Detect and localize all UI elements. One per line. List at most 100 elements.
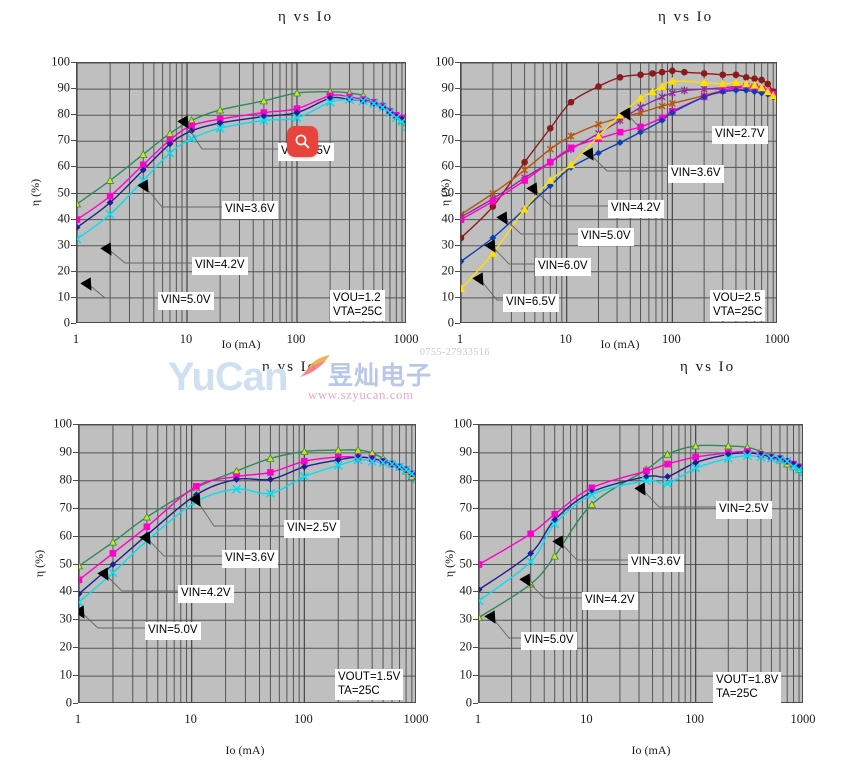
y-tick-label: 20 <box>441 263 455 278</box>
conditions-box: VOU=1.2 VTA=25C <box>330 290 386 321</box>
x-tick-label: 1 <box>72 332 80 346</box>
y-tick-mark <box>455 244 460 246</box>
y-tick-mark <box>73 703 78 704</box>
callout-leader <box>80 277 159 299</box>
plot-canvas <box>79 425 415 702</box>
series-callout: VIN=4.2V <box>178 585 234 603</box>
y-tick-label: 70 <box>57 132 71 147</box>
y-tick-label: 50 <box>459 556 473 570</box>
y-tick-label: 10 <box>459 667 473 682</box>
y-tick-label: 40 <box>441 211 455 226</box>
callout-leader <box>526 182 609 207</box>
y-tick-mark <box>71 323 76 324</box>
callout-leader <box>484 239 536 265</box>
y-tick-mark <box>71 270 76 272</box>
conditions-box: VOU=2.5 VTA=25C <box>710 290 766 321</box>
y-tick-label: 50 <box>59 556 73 570</box>
callout-leader <box>97 567 179 592</box>
y-tick-mark <box>73 675 78 677</box>
chart-title: η vs Io <box>278 9 334 25</box>
x-axis-label: Io (mA) <box>225 743 265 757</box>
y-tick-label: 80 <box>459 472 473 487</box>
x-axis-label: Io (mA) <box>600 337 640 351</box>
series-callout: VIN=6.0V <box>535 258 591 276</box>
conditions-box: VOUT=1.5V TA=25C <box>335 669 404 700</box>
series-callout: VIN=5.0V <box>521 632 577 650</box>
condition-line-2: TA=25C <box>338 684 380 697</box>
plot-area <box>460 62 777 323</box>
series-callout: VIN=2.5V <box>716 501 772 519</box>
y-tick-mark <box>473 424 478 425</box>
y-tick-label: 20 <box>59 639 73 654</box>
y-tick-label: 10 <box>59 667 73 682</box>
y-tick-mark <box>455 62 460 63</box>
plot-area <box>478 424 803 703</box>
y-tick-mark <box>73 563 78 565</box>
y-tick-mark <box>473 647 478 649</box>
y-tick-label: 100 <box>53 416 72 431</box>
condition-line-1: VOUT=1.8V <box>716 674 779 686</box>
condition-line-1: VOU=2.5 <box>713 292 761 304</box>
y-tick-mark <box>71 192 76 194</box>
y-tick-label: 80 <box>59 472 73 487</box>
y-tick-label: 100 <box>453 416 472 431</box>
conditions-box: VOUT=1.8V TA=25C <box>713 672 782 703</box>
callout-leader <box>472 272 504 301</box>
y-tick-mark <box>71 166 76 168</box>
y-tick-mark <box>71 296 76 298</box>
y-tick-mark <box>473 703 478 704</box>
chart-title: η vs Io <box>658 9 714 25</box>
x-tick-label: 10 <box>184 712 197 726</box>
y-tick-label: 90 <box>57 80 71 95</box>
x-tick-label: 10 <box>179 332 193 346</box>
x-tick-label: 10 <box>559 332 572 346</box>
x-tick-label: 100 <box>661 332 681 346</box>
series-callout: VIN=5.0V <box>145 622 201 640</box>
plot-canvas <box>461 63 776 322</box>
x-tick-label: 1000 <box>790 712 816 726</box>
y-tick-label: 20 <box>459 639 473 654</box>
y-tick-label: 50 <box>441 185 455 199</box>
y-tick-mark <box>473 451 478 453</box>
y-tick-mark <box>473 479 478 481</box>
y-tick-mark <box>473 591 478 593</box>
y-tick-label: 40 <box>57 211 71 226</box>
series-callout: VIN=5.0V <box>578 228 634 246</box>
y-tick-label: 10 <box>441 289 455 304</box>
y-tick-mark <box>73 535 78 537</box>
callout-leader <box>582 147 669 172</box>
x-tick-label: 1 <box>456 332 464 346</box>
y-tick-mark <box>473 563 478 565</box>
plot-canvas <box>77 63 405 322</box>
series-callout: VIN=3.6V <box>668 165 724 183</box>
series-callout: VIN=3.6V <box>628 554 684 572</box>
y-tick-mark <box>455 140 460 142</box>
y-tick-mark <box>73 424 78 425</box>
plot-area <box>78 424 416 703</box>
x-tick-label: 1000 <box>393 332 419 346</box>
x-tick-label: 1000 <box>403 712 429 726</box>
x-tick-label: 100 <box>286 332 306 346</box>
callout-leader <box>519 573 583 599</box>
condition-line-2: VTA=25C <box>333 305 383 318</box>
y-tick-mark <box>73 451 78 453</box>
series-callout: VIN=5.0V <box>158 292 214 310</box>
callout-leader <box>177 115 279 150</box>
y-tick-label: 90 <box>441 80 455 95</box>
y-tick-label: 30 <box>57 237 71 252</box>
y-tick-label: 0 <box>447 315 454 330</box>
callout-leader <box>619 107 713 133</box>
magnifier-icon[interactable] <box>287 126 318 157</box>
y-tick-label: 10 <box>57 289 71 304</box>
y-tick-label: 60 <box>459 528 473 543</box>
series-callout: VIN=3.6V <box>222 550 278 568</box>
plot-canvas <box>479 425 802 702</box>
y-tick-mark <box>455 296 460 298</box>
y-tick-mark <box>71 244 76 246</box>
series-callout: VIN=6.5V <box>503 294 559 312</box>
y-tick-label: 20 <box>57 263 71 278</box>
